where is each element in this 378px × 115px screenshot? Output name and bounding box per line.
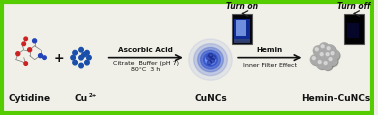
Circle shape [330,51,340,61]
Circle shape [311,56,321,66]
Ellipse shape [206,56,214,64]
Circle shape [318,61,321,64]
Text: Turn on: Turn on [226,2,258,11]
Ellipse shape [189,40,232,81]
Circle shape [323,61,333,71]
Circle shape [73,51,77,56]
Text: 2+: 2+ [89,92,97,97]
Circle shape [324,62,327,65]
Circle shape [319,52,329,62]
Circle shape [33,40,37,43]
Circle shape [210,59,215,63]
Text: Cu: Cu [74,93,88,102]
Circle shape [321,45,324,48]
Circle shape [24,62,28,66]
Circle shape [79,64,83,68]
Circle shape [319,43,329,53]
Circle shape [322,60,332,70]
Circle shape [79,48,83,53]
Circle shape [211,56,215,60]
Circle shape [310,55,320,65]
Bar [236,21,246,37]
Bar [347,24,359,39]
Circle shape [208,54,213,58]
Circle shape [328,57,338,67]
Circle shape [312,57,315,60]
Circle shape [313,46,323,56]
Circle shape [16,52,20,56]
Ellipse shape [204,54,217,67]
Circle shape [208,61,212,65]
Circle shape [327,47,330,50]
Text: Hemin-CuNCs: Hemin-CuNCs [301,93,371,102]
Circle shape [329,50,339,60]
Ellipse shape [208,57,214,63]
Circle shape [331,52,334,55]
Bar [344,15,364,44]
Circle shape [325,52,335,62]
Text: Ascorbic Acid: Ascorbic Acid [118,46,173,52]
Text: CuNCs: CuNCs [194,93,227,102]
Circle shape [327,56,337,66]
Circle shape [87,56,91,60]
Circle shape [82,53,86,58]
Text: Citrate  Buffer (pH 7)
80°C  3 h: Citrate Buffer (pH 7) 80°C 3 h [113,60,179,71]
Circle shape [315,48,318,51]
Circle shape [325,45,335,55]
Text: Turn off: Turn off [337,2,370,11]
Circle shape [43,56,46,60]
Circle shape [39,54,42,58]
Circle shape [85,51,89,56]
Circle shape [28,48,32,52]
Text: Inner Filter Effect: Inner Filter Effect [243,62,297,67]
Ellipse shape [201,51,220,69]
Ellipse shape [206,55,215,65]
Ellipse shape [198,48,223,72]
Ellipse shape [194,44,227,76]
Bar [232,15,252,44]
Circle shape [329,58,332,61]
Circle shape [320,44,330,54]
Circle shape [22,43,25,46]
Circle shape [318,51,328,61]
Circle shape [85,61,89,65]
Text: Hemin: Hemin [257,46,283,52]
Text: Cytidine: Cytidine [9,93,51,102]
Circle shape [73,61,77,65]
Bar [234,20,250,42]
Circle shape [71,56,75,60]
Circle shape [24,38,28,41]
Text: +: + [54,52,65,65]
Circle shape [314,47,324,57]
Bar [234,40,250,43]
Circle shape [326,46,336,56]
Circle shape [326,53,329,56]
Circle shape [206,56,211,60]
Circle shape [324,51,334,61]
Circle shape [316,59,326,69]
Circle shape [320,53,323,56]
Circle shape [317,60,327,70]
FancyBboxPatch shape [2,3,372,113]
Circle shape [79,56,83,60]
